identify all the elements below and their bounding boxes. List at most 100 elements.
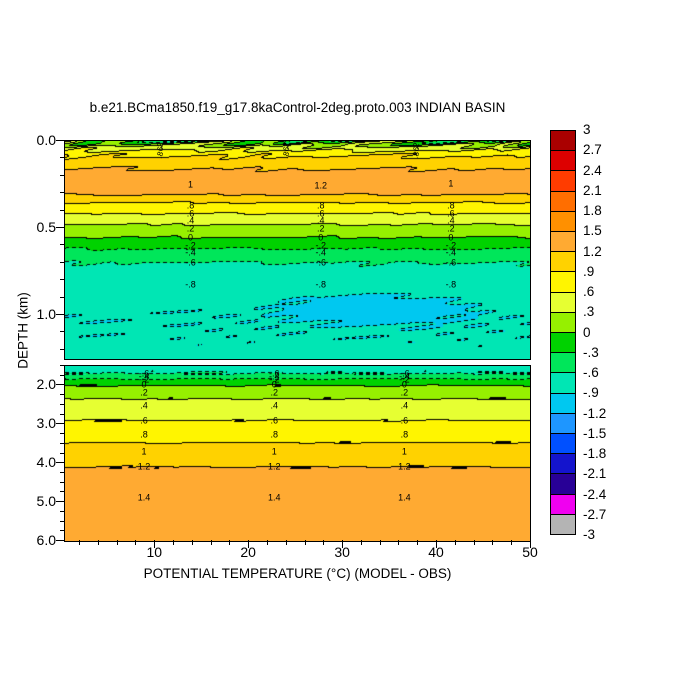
x-minor-tick	[323, 540, 325, 545]
contour-label: .4	[316, 215, 325, 226]
colorbar-segment	[550, 251, 576, 273]
y-minor-tick	[60, 384, 65, 386]
contour-label: 1.4	[398, 492, 411, 503]
y-tick-label: 0.5	[36, 218, 56, 235]
contour-label: -.4	[185, 247, 196, 258]
y-minor-tick	[60, 157, 65, 159]
colorbar-label: 1.8	[583, 203, 602, 218]
colorbar-label: -3	[583, 527, 596, 542]
colorbar-label: 3	[583, 122, 591, 137]
contour-label: 0	[401, 379, 407, 390]
x-minor-tick	[229, 540, 231, 545]
colorbar-segment	[550, 473, 576, 495]
contour-label: -.6	[138, 368, 150, 379]
contour-label: .6	[316, 208, 325, 219]
contour-label: 0	[271, 379, 277, 390]
contour-label: -.4	[138, 371, 150, 382]
lower-contour-canvas	[65, 366, 530, 541]
y-minor-tick	[60, 244, 65, 246]
x-minor-tick	[454, 540, 456, 545]
y-minor-tick	[60, 374, 65, 376]
contour-label: .2	[316, 223, 325, 234]
lower-depth-panel: -.6 -.6 -.6 -.4 -.4 -.4 -.2 -.2 -.2 0 0 0.2.2.2.4.4…	[64, 365, 531, 542]
y-minor-tick	[60, 209, 65, 211]
colorbar-segment	[550, 150, 576, 172]
colorbar-segment	[550, 493, 576, 515]
contour-label: .6	[140, 415, 148, 426]
y-tick-label: 0.0	[36, 132, 56, 148]
y-minor-tick	[60, 423, 65, 425]
contour-label: 1.2	[314, 180, 328, 191]
upper-contour-canvas	[65, 141, 530, 359]
y-minor-tick	[60, 530, 65, 532]
contour-label: .2	[447, 223, 455, 234]
contour-label: .4	[447, 215, 455, 226]
x-minor-tick	[436, 540, 438, 545]
x-tick-label: 20	[240, 544, 256, 560]
contour-label: .2	[186, 223, 195, 234]
y-minor-tick	[60, 471, 65, 473]
colorbar-segment	[550, 332, 576, 354]
y-minor-tick	[60, 413, 65, 415]
contour-label: -.6	[315, 257, 327, 268]
y-minor-tick	[60, 348, 65, 350]
y-minor-tick	[60, 394, 65, 396]
y-minor-tick	[60, 313, 65, 315]
contour-label: 1.2	[267, 461, 281, 472]
x-axis-label: POTENTIAL TEMPERATURE (°C) (MODEL - OBS)	[143, 566, 452, 581]
contour-label: 1.2	[137, 461, 151, 472]
contour-label: .4	[186, 215, 195, 226]
colorbar-segment	[550, 210, 576, 233]
x-minor-tick	[266, 540, 268, 545]
x-minor-tick	[173, 540, 175, 545]
contour-label: 1	[188, 179, 194, 190]
contour-label: .4	[400, 400, 409, 411]
contour-label: .2	[270, 387, 279, 398]
x-minor-tick	[473, 540, 475, 545]
colorbar-segment	[550, 190, 576, 212]
x-minor-tick	[342, 540, 344, 545]
contour-label: 0	[318, 232, 324, 243]
y-minor-tick	[60, 501, 65, 503]
contour-label: .8	[186, 200, 195, 211]
y-minor-tick	[60, 279, 65, 281]
contour-label: 1.4	[137, 492, 151, 503]
contour-label: -.6	[399, 368, 410, 379]
contour-label: 1	[271, 446, 277, 457]
colorbar-label: 1.5	[583, 223, 602, 239]
contour-label: .8	[270, 429, 279, 440]
y-minor-tick	[60, 140, 65, 141]
colorbar-segment	[550, 433, 576, 455]
colorbar-label: .6	[583, 284, 595, 299]
y-tick-label: 5.0	[36, 493, 56, 510]
colorbar-label: -1.2	[583, 405, 607, 421]
colorbar-label: 0	[583, 324, 591, 340]
contour-label: -.8	[315, 279, 327, 290]
y-minor-tick	[60, 520, 65, 522]
y-minor-tick	[60, 331, 65, 333]
contour-label: -.8	[185, 279, 196, 290]
colorbar-segment	[550, 170, 576, 192]
contour-label: .2	[140, 387, 148, 398]
y-minor-tick	[60, 296, 65, 298]
contour-label: -.6	[268, 368, 280, 379]
contour-label: .6	[447, 208, 455, 219]
contour-label: -.2	[399, 374, 410, 385]
colorbar-label: 2.1	[583, 182, 602, 198]
colorbar-segment	[550, 291, 576, 313]
contour-label: .8	[316, 200, 325, 211]
x-minor-tick	[530, 540, 531, 545]
y-minor-tick	[60, 433, 65, 435]
x-minor-tick	[417, 540, 419, 545]
x-minor-tick	[511, 540, 513, 545]
colorbar-label: -.9	[583, 385, 599, 401]
colorbar-label: -.6	[583, 365, 599, 380]
upper-depth-panel: 1 1.2 1.8.8.8.6.6.6.4.4.4.2.2.2 0 0 0 -.2 -.2 -.…	[64, 140, 531, 360]
colorbar-segment	[550, 513, 576, 536]
contour-label: 1	[141, 446, 147, 457]
y-minor-tick	[60, 540, 65, 541]
x-minor-tick	[248, 540, 250, 545]
contour-label: -.2	[268, 374, 280, 385]
x-minor-tick	[492, 540, 494, 545]
